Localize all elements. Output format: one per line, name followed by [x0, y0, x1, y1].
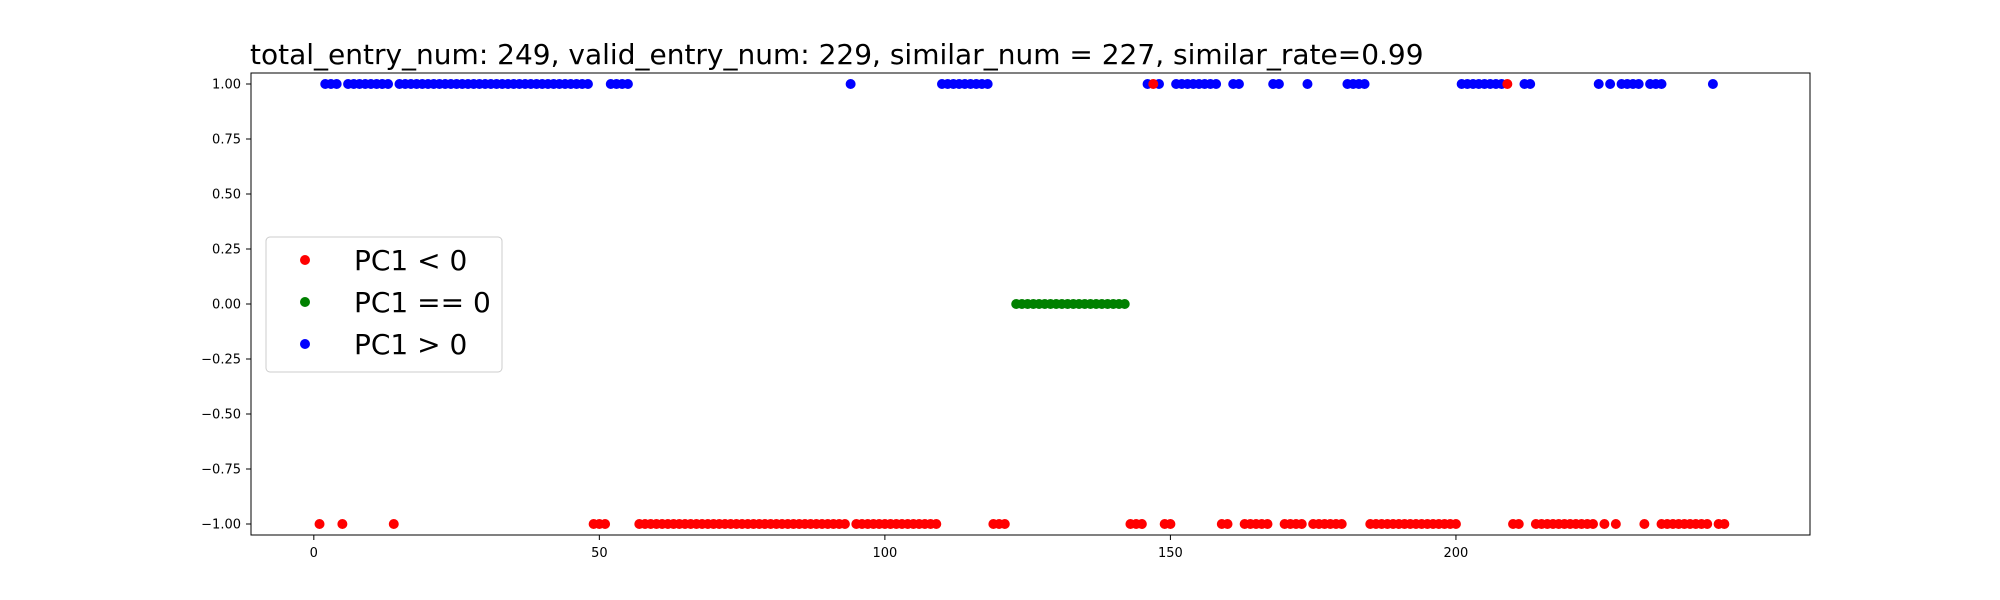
data-point: [1588, 519, 1598, 529]
chart-title: total_entry_num: 249, valid_entry_num: 2…: [250, 38, 1424, 71]
data-point: [337, 519, 348, 529]
x-tick-label: 200: [1444, 546, 1469, 561]
data-point: [1336, 519, 1347, 529]
plot-frame: [250, 72, 1811, 536]
data-point: [1719, 519, 1730, 529]
data-point: [1502, 79, 1513, 89]
data-point: [331, 79, 342, 89]
data-point: [622, 79, 633, 89]
data-point: [1302, 79, 1313, 89]
legend-box: [265, 236, 503, 373]
x-tick-label: 0: [310, 546, 318, 561]
data-point: [1633, 79, 1644, 89]
data-point: [600, 519, 611, 529]
data-point: [999, 519, 1010, 529]
data-point: [839, 519, 850, 529]
data-point: [1593, 79, 1604, 89]
y-tick-label: −0.25: [201, 353, 241, 368]
data-point: [1233, 79, 1244, 89]
y-tick-label: −0.50: [201, 408, 241, 423]
y-tick-label: −1.00: [201, 518, 241, 533]
data-point: [582, 79, 593, 89]
data-point: [1222, 519, 1233, 529]
y-tick-label: 0.50: [212, 188, 241, 203]
x-tick-label: 150: [1158, 546, 1183, 561]
data-point: [1273, 79, 1284, 89]
data-point: [1639, 519, 1650, 529]
data-point: [314, 519, 325, 529]
y-tick-label: 0.25: [212, 243, 241, 258]
data-point: [1148, 79, 1159, 89]
data-point: [1262, 519, 1273, 529]
data-point: [1450, 519, 1461, 529]
data-point: [1165, 519, 1176, 529]
y-tick-label: 1.00: [212, 78, 241, 93]
data-point: [1605, 79, 1616, 89]
data-point: [383, 79, 394, 89]
legend-label-pc1-eq-0: PC1 == 0: [354, 286, 491, 319]
data-point: [1359, 79, 1370, 89]
data-point: [1211, 79, 1222, 89]
data-point: [1599, 519, 1610, 529]
data-point: [1702, 519, 1713, 529]
data-point: [1296, 519, 1307, 529]
y-tick-label: −0.75: [201, 463, 241, 478]
data-point: [1610, 519, 1621, 529]
y-tick-label: 0.00: [212, 298, 241, 313]
legend-marker-pc1-gt-0: [300, 339, 310, 349]
legend-label-pc1-lt-0: PC1 < 0: [354, 244, 467, 277]
data-point: [1525, 79, 1536, 89]
legend: PC1 < 0 PC1 == 0 PC1 > 0: [265, 236, 503, 373]
x-tick-label: 100: [872, 546, 897, 561]
data-point: [1656, 79, 1667, 89]
data-point: [1707, 79, 1718, 89]
legend-marker-pc1-lt-0: [300, 255, 310, 265]
data-point: [1119, 299, 1130, 309]
axis-ticks: 0 50 100 150 200 1.00 0.75 0.50 0.25 0.00 −0.25 −0.…: [201, 78, 1468, 562]
y-tick-label: 0.75: [212, 133, 241, 148]
data-point: [845, 79, 856, 89]
x-tick-label: 50: [591, 546, 608, 561]
legend-marker-pc1-eq-0: [300, 297, 310, 307]
data-point: [931, 519, 942, 529]
data-point: [1136, 519, 1147, 529]
data-points: [314, 79, 1730, 529]
legend-label-pc1-gt-0: PC1 > 0: [354, 328, 467, 361]
data-point: [1513, 519, 1524, 529]
data-point: [388, 519, 399, 529]
data-point: [982, 79, 993, 89]
